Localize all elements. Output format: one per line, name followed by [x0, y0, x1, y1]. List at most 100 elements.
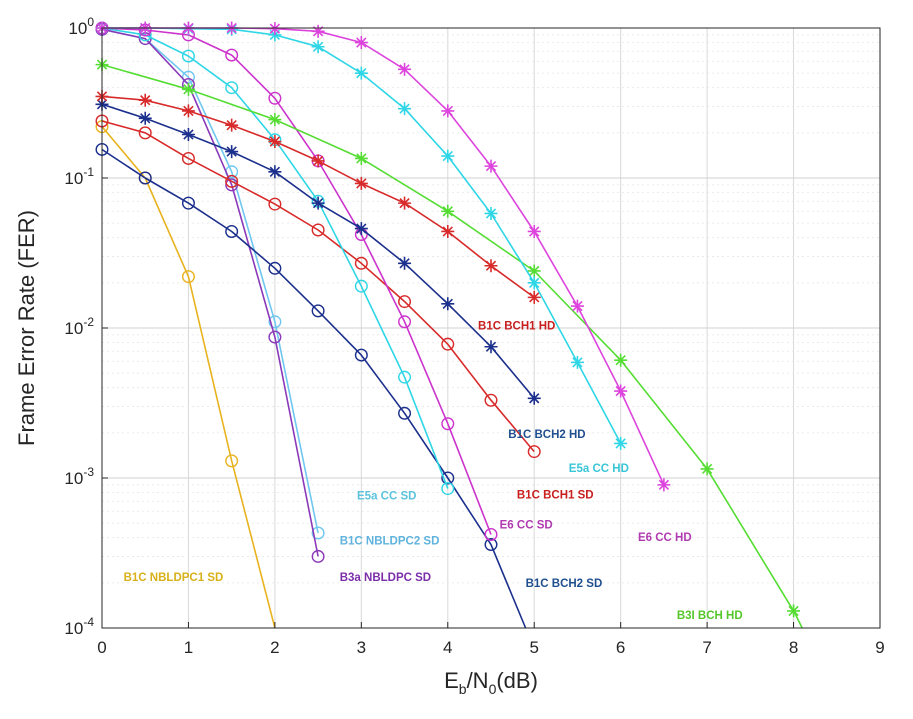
- data-point: [484, 538, 498, 552]
- data-point: [614, 436, 628, 450]
- series-annotation: B3I BCH HD: [677, 610, 743, 622]
- data-point: [354, 222, 368, 236]
- data-point: [441, 224, 455, 238]
- data-point: [354, 36, 368, 50]
- data-point: [441, 417, 455, 431]
- data-point: [311, 154, 325, 168]
- data-point: [268, 197, 282, 211]
- data-point: [484, 340, 498, 354]
- data-point: [527, 445, 541, 459]
- x-tick-label: 6: [616, 638, 625, 657]
- data-point: [398, 196, 412, 210]
- data-point: [527, 276, 541, 290]
- data-point: [311, 196, 325, 210]
- series-annotation: E6 CC SD: [500, 520, 553, 532]
- data-point: [354, 279, 368, 293]
- data-point: [138, 111, 152, 125]
- data-point: [181, 104, 195, 118]
- series-annotation: B1C BCH2 SD: [526, 578, 603, 590]
- series-b1c-bch1-sd: [95, 114, 541, 459]
- data-point: [268, 91, 282, 105]
- tick-layer: 0 1 2 3 4 5 6 7 8 9 100 10-1 10-2 10-3 10-4: [64, 15, 884, 657]
- x-tick-label: 2: [270, 638, 279, 657]
- data-point: [268, 315, 282, 329]
- series-annotation: B1C BCH2 HD: [508, 429, 585, 441]
- series-line: [101, 63, 803, 629]
- x-tick-label: 1: [184, 638, 193, 657]
- data-point: [354, 348, 368, 362]
- x-tick-label: 3: [357, 638, 366, 657]
- data-point: [181, 82, 195, 96]
- x-tick-label: 8: [789, 638, 798, 657]
- data-point: [311, 526, 325, 540]
- data-point: [570, 355, 584, 369]
- data-point: [354, 176, 368, 190]
- data-point: [181, 196, 195, 210]
- data-point: [311, 549, 325, 563]
- data-point: [138, 171, 152, 185]
- data-point: [311, 304, 325, 318]
- x-axis-label: Eb/N0(dB): [444, 668, 538, 697]
- series-b1c-bch2-sd: [95, 142, 527, 629]
- data-point: [354, 151, 368, 165]
- data-point: [484, 259, 498, 273]
- data-point: [354, 256, 368, 270]
- data-point: [398, 370, 412, 384]
- x-tick-label: 9: [875, 638, 884, 657]
- data-point: [268, 330, 282, 344]
- x-axis-label-sub1: b: [459, 681, 467, 697]
- x-axis-label-mid: /N: [467, 668, 489, 693]
- data-point: [484, 159, 498, 173]
- series-annotation: E5a CC SD: [357, 490, 416, 502]
- series-annotation: B1C NBLDPC2 SD: [340, 536, 440, 548]
- data-point: [181, 151, 195, 165]
- series-line: [101, 28, 319, 557]
- data-point: [527, 264, 541, 278]
- x-axis-label-main: E: [444, 668, 459, 693]
- data-point: [225, 174, 239, 188]
- x-tick-label: 5: [529, 638, 538, 657]
- data-point: [527, 290, 541, 304]
- data-point: [441, 297, 455, 311]
- data-point: [138, 93, 152, 107]
- y-tick-label: 10-4: [64, 615, 94, 638]
- data-point: [398, 295, 412, 309]
- series-b1c-bch1-hd: [95, 89, 541, 304]
- data-point: [441, 471, 455, 485]
- grid: [102, 28, 880, 628]
- data-point: [484, 393, 498, 407]
- data-point: [527, 391, 541, 405]
- data-point: [138, 126, 152, 140]
- data-point: [311, 40, 325, 54]
- data-point: [225, 81, 239, 95]
- y-tick-label: 10-2: [64, 315, 94, 338]
- data-point: [657, 478, 671, 492]
- data-point: [354, 66, 368, 80]
- series-annotation: B1C BCH1 SD: [517, 490, 594, 502]
- data-point: [181, 270, 195, 284]
- data-point: [787, 604, 801, 618]
- data-point: [527, 224, 541, 238]
- x-tick-label: 0: [97, 638, 106, 657]
- data-point: [181, 127, 195, 141]
- data-point: [225, 145, 239, 159]
- data-point: [441, 104, 455, 118]
- data-point: [441, 149, 455, 163]
- data-point: [570, 299, 584, 313]
- data-point: [268, 135, 282, 149]
- data-point: [398, 256, 412, 270]
- x-tick-label: 7: [702, 638, 711, 657]
- series-annotation: E6 CC HD: [638, 532, 692, 544]
- data-point: [398, 102, 412, 116]
- data-point: [398, 315, 412, 329]
- data-point: [225, 48, 239, 62]
- annotation-layer: B1C BCH1 HD B1C BCH2 HD E5a CC HD B1C BCH1 …: [124, 320, 743, 622]
- data-point: [700, 462, 714, 476]
- data-point: [181, 49, 195, 63]
- data-point: [268, 22, 282, 36]
- data-point: [614, 384, 628, 398]
- data-point: [441, 204, 455, 218]
- data-point: [311, 223, 325, 237]
- data-point: [311, 24, 325, 38]
